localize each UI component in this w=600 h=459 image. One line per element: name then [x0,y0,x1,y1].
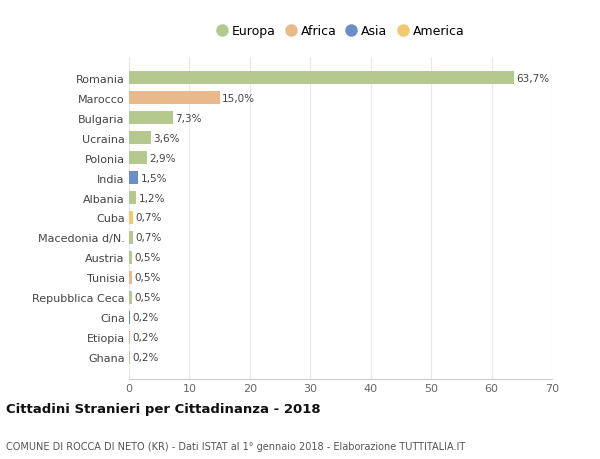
Text: 0,2%: 0,2% [133,353,159,363]
Text: 0,7%: 0,7% [136,233,162,243]
Text: 2,9%: 2,9% [149,153,175,163]
Text: 0,7%: 0,7% [136,213,162,223]
Text: 0,5%: 0,5% [134,253,161,263]
Bar [129,132,151,145]
Bar [129,191,136,205]
Bar [129,92,220,105]
Text: 1,2%: 1,2% [139,193,165,203]
Bar [129,271,132,284]
Bar [129,311,130,324]
Bar [129,291,132,304]
Text: Cittadini Stranieri per Cittadinanza - 2018: Cittadini Stranieri per Cittadinanza - 2… [6,403,320,415]
Bar [129,331,130,344]
Bar [129,351,130,364]
Text: 0,2%: 0,2% [133,333,159,342]
Text: 7,3%: 7,3% [176,113,202,123]
Text: 1,5%: 1,5% [140,173,167,183]
Bar [129,152,146,165]
Bar [129,231,133,245]
Text: 0,5%: 0,5% [134,293,161,303]
Text: 63,7%: 63,7% [517,73,550,84]
Bar [129,72,514,85]
Text: 0,2%: 0,2% [133,313,159,323]
Bar [129,252,132,264]
Bar [129,112,173,125]
Text: COMUNE DI ROCCA DI NETO (KR) - Dati ISTAT al 1° gennaio 2018 - Elaborazione TUTT: COMUNE DI ROCCA DI NETO (KR) - Dati ISTA… [6,441,465,451]
Legend: Europa, Africa, Asia, America: Europa, Africa, Asia, America [217,25,464,38]
Text: 15,0%: 15,0% [222,94,255,103]
Text: 3,6%: 3,6% [153,133,179,143]
Text: 0,5%: 0,5% [134,273,161,283]
Bar [129,212,133,224]
Bar [129,172,138,185]
